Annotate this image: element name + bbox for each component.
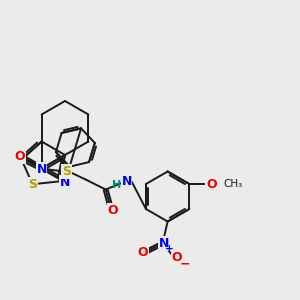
Text: N: N [158, 237, 169, 250]
Text: S: S [62, 165, 71, 178]
Text: N: N [60, 176, 70, 188]
Text: S: S [28, 178, 37, 191]
Text: N: N [122, 175, 132, 188]
Text: −: − [179, 257, 190, 270]
Text: N: N [36, 163, 47, 176]
Text: O: O [206, 178, 217, 190]
Text: O: O [107, 204, 118, 217]
Text: O: O [171, 251, 182, 264]
Text: +: + [165, 244, 174, 254]
Text: CH₃: CH₃ [223, 179, 242, 189]
Text: O: O [137, 246, 148, 259]
Text: O: O [15, 150, 25, 163]
Text: H: H [112, 179, 121, 190]
